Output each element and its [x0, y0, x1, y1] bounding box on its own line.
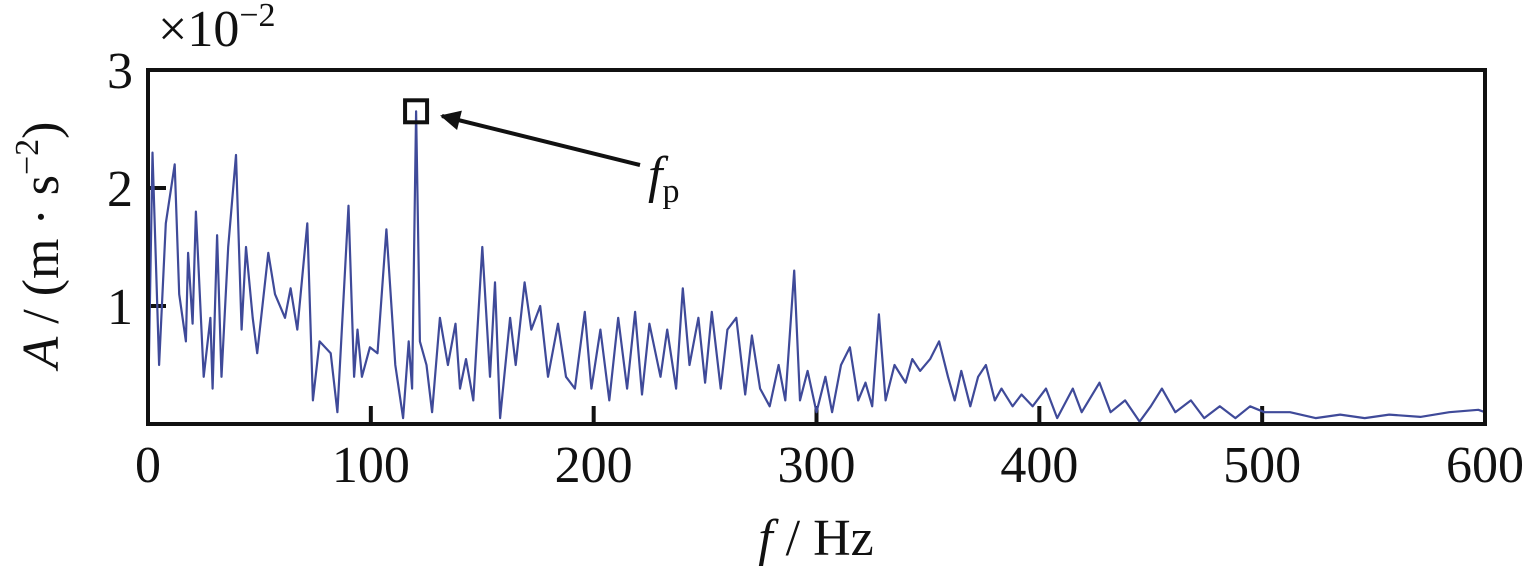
- annotation-marker: [403, 98, 430, 125]
- y-label-symbol: A: [13, 337, 70, 372]
- x-tick-label: 0: [135, 437, 161, 494]
- y-tick-label: 1: [107, 279, 133, 336]
- x-tick-label: 600: [1446, 437, 1524, 494]
- annotation-subscript: p: [662, 173, 679, 210]
- y-label-close: ): [13, 121, 70, 138]
- x-tick-label: 200: [555, 437, 633, 494]
- multiplier: ×10−2: [158, 0, 276, 58]
- multiplier-base: ×10: [158, 1, 239, 58]
- x-tick-label: 500: [1223, 437, 1301, 494]
- y-tick-label: 3: [107, 43, 133, 100]
- plot-frame: [146, 68, 1487, 426]
- annotation-arrow: [440, 110, 641, 167]
- x-axis-label: f / Hz: [758, 510, 874, 567]
- x-tick-label: 300: [778, 437, 856, 494]
- multiplier-exponent: −2: [239, 0, 275, 34]
- y-axis-label: A / (m · s−2): [9, 121, 70, 371]
- annotation: fp: [648, 147, 679, 210]
- y-label-exponent: −2: [9, 139, 46, 175]
- x-tick-label: 100: [332, 437, 410, 494]
- x-label-unit: / Hz: [773, 510, 874, 567]
- y-tick-label: 2: [107, 161, 133, 218]
- x-tick-label: 400: [1000, 437, 1078, 494]
- data-line: [146, 110, 1486, 423]
- y-label-unit: / (m · s: [13, 175, 70, 337]
